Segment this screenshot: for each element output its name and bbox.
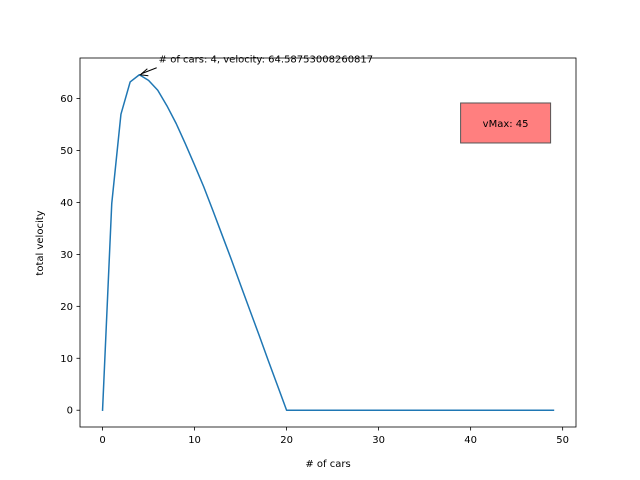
x-tick-label: 30 (372, 435, 385, 446)
x-axis-label: # of cars (305, 459, 350, 470)
annotation-arrowhead (139, 68, 149, 77)
y-tick-label: 10 (60, 354, 73, 365)
annotation-text: # of cars: 4, velocity: 64.5875300826081… (159, 55, 373, 66)
y-tick-label: 40 (60, 198, 73, 209)
x-tick-label: 40 (464, 435, 477, 446)
series-line-0 (101, 73, 555, 412)
annotation-arrow (141, 67, 157, 75)
y-tick-label: 50 (60, 146, 73, 157)
x-tick-label: 50 (556, 435, 569, 446)
vmax-textbox-label: vMax: 45 (483, 119, 529, 130)
x-tick-label: 20 (280, 435, 293, 446)
x-tick-label: 10 (188, 435, 201, 446)
axes: 0 10 20 30 40 50 0 10 20 30 40 50 60 (60, 57, 577, 446)
plot-frame (79, 57, 577, 428)
y-axis-label: total velocity (35, 210, 46, 275)
vmax-textbox (460, 102, 552, 144)
y-tick-label: 60 (60, 94, 73, 105)
y-tick-label: 0 (67, 406, 73, 417)
y-tick-label: 30 (60, 250, 73, 261)
x-tick-label: 0 (99, 435, 105, 446)
y-tick-label: 20 (60, 302, 73, 313)
